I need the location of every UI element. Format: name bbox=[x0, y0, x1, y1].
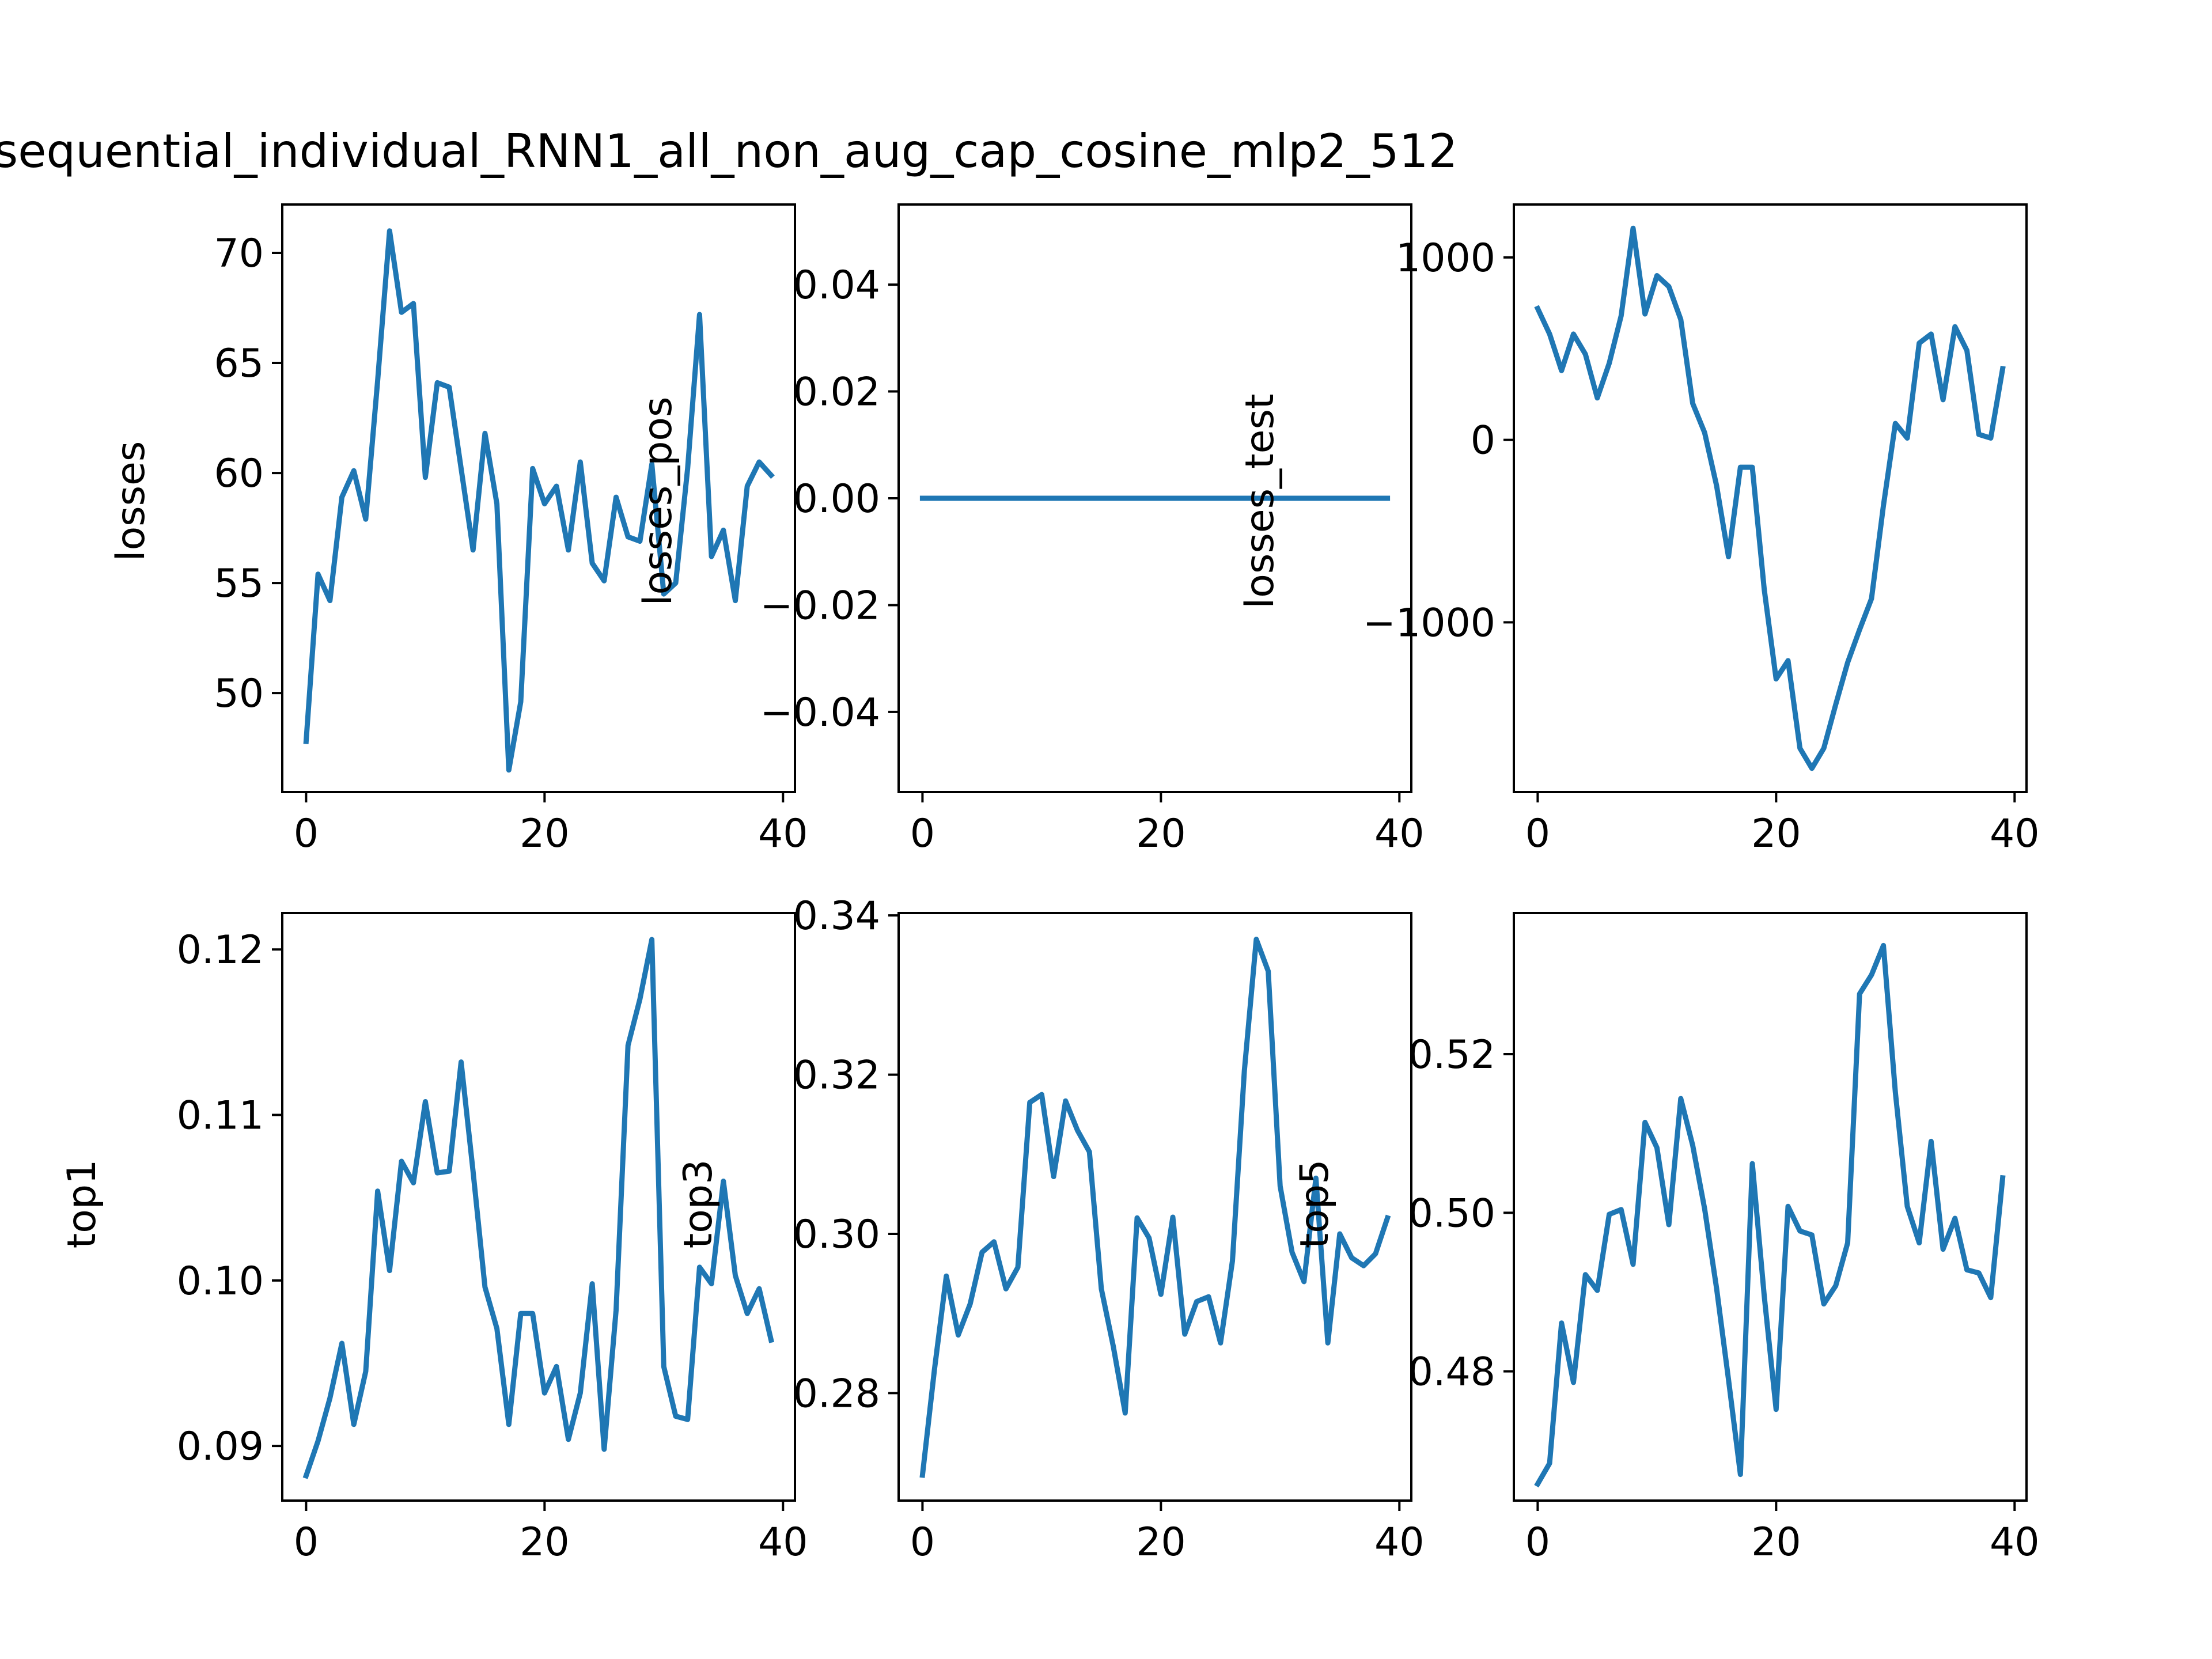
series-line-top1 bbox=[302, 937, 775, 1479]
y-tick-label: 0.52 bbox=[1408, 1032, 1495, 1078]
x-tick-label: 40 bbox=[758, 811, 808, 857]
y-tick-label: 0.34 bbox=[793, 893, 880, 939]
y-tick-label: 0.10 bbox=[177, 1259, 264, 1304]
y-axis-label: top5 bbox=[1292, 1160, 1338, 1249]
x-tick-label: 20 bbox=[1751, 1520, 1801, 1565]
subplot-losses: 0 20 40 50 55 60 65 70 losses bbox=[108, 203, 808, 857]
y-tick-label: 0.04 bbox=[793, 263, 880, 308]
x-tick-label: 20 bbox=[520, 1520, 570, 1565]
axes-frame bbox=[1513, 912, 2028, 1502]
y-tick-label: 50 bbox=[214, 671, 264, 717]
y-tick-label: 0.02 bbox=[793, 370, 880, 415]
y-axis-label: top1 bbox=[59, 1160, 105, 1249]
y-tick-label: 0.28 bbox=[793, 1371, 880, 1416]
x-tick-label: 0 bbox=[294, 1520, 319, 1565]
y-tick-label: 55 bbox=[214, 561, 264, 607]
y-tick-label: 1000 bbox=[1396, 236, 1495, 281]
y-axis-label: losses bbox=[108, 441, 154, 562]
subplot-top1: 0 20 40 0.09 0.10 0.11 0.12 top1 bbox=[59, 912, 808, 1565]
x-tick-label: 0 bbox=[294, 811, 319, 857]
x-tick-label: 40 bbox=[1990, 811, 2040, 857]
y-axis-label: top3 bbox=[676, 1160, 721, 1249]
series-line-top5 bbox=[1534, 942, 2006, 1488]
x-tick-label: 0 bbox=[1525, 811, 1550, 857]
subplot-top5: 0 20 40 0.48 0.50 0.52 top5 bbox=[1292, 912, 2040, 1565]
y-tick-label: 0.32 bbox=[793, 1053, 880, 1099]
y-tick-label: 0.48 bbox=[1408, 1350, 1495, 1395]
axes-frame bbox=[1513, 203, 2028, 793]
axes-frame bbox=[281, 912, 796, 1502]
y-tick-label: 0.12 bbox=[177, 927, 264, 973]
y-tick-label: 70 bbox=[214, 231, 264, 276]
y-axis-label: losses_pos bbox=[635, 397, 681, 606]
x-tick-label: 0 bbox=[1525, 1520, 1550, 1565]
series-line-losses_test bbox=[1534, 225, 2006, 771]
y-tick-label: −0.02 bbox=[760, 583, 880, 628]
axes-frame bbox=[897, 912, 1412, 1502]
y-tick-label: 0.50 bbox=[1408, 1191, 1495, 1236]
y-tick-label: 0.00 bbox=[793, 476, 880, 522]
axes-frame bbox=[281, 203, 796, 793]
y-tick-label: 60 bbox=[214, 451, 264, 497]
y-tick-label: 0 bbox=[1471, 418, 1495, 464]
y-axis-label: losses_test bbox=[1237, 393, 1283, 608]
x-tick-label: 20 bbox=[1136, 1520, 1186, 1565]
y-tick-label: 0.11 bbox=[177, 1093, 264, 1139]
x-tick-label: 20 bbox=[1751, 811, 1801, 857]
x-tick-label: 40 bbox=[1374, 1520, 1425, 1565]
y-tick-label: 0.09 bbox=[177, 1424, 264, 1469]
series-line-top3 bbox=[919, 937, 1391, 1478]
x-tick-label: 40 bbox=[1374, 811, 1425, 857]
y-tick-label: 0.30 bbox=[793, 1212, 880, 1257]
x-tick-label: 20 bbox=[1136, 811, 1186, 857]
x-tick-label: 40 bbox=[1990, 1520, 2040, 1565]
x-tick-label: 40 bbox=[758, 1520, 808, 1565]
subplot-losses_test: 0 20 40 −1000 0 1000 losses_test bbox=[1237, 203, 2040, 857]
figure-title: sequential_individual_RNN1_all_non_aug_c… bbox=[0, 124, 1457, 178]
x-tick-label: 20 bbox=[520, 811, 570, 857]
subplot-losses_pos: 0 20 40 −0.04 −0.02 0.00 0.02 0.04 losses_pos bbox=[635, 203, 1425, 857]
series-line-losses bbox=[303, 228, 775, 773]
x-tick-label: 0 bbox=[910, 811, 935, 857]
subplot-grid: 0 20 40 50 55 60 65 70 losses 0 20 40 −0.04 −0.02 0.00… bbox=[59, 203, 2040, 1565]
y-tick-label: 65 bbox=[214, 341, 264, 387]
y-tick-label: −0.04 bbox=[760, 690, 880, 736]
y-tick-label: −1000 bbox=[1363, 600, 1495, 646]
subplot-top3: 0 20 40 0.28 0.30 0.32 0.34 top3 bbox=[676, 893, 1425, 1565]
x-tick-label: 0 bbox=[910, 1520, 935, 1565]
